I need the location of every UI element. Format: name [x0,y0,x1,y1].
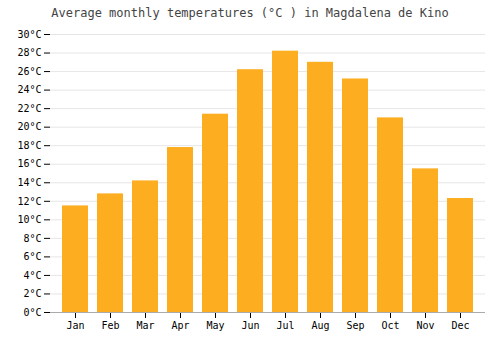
svg-text:18°C: 18°C [17,140,41,151]
svg-text:24°C: 24°C [17,84,41,95]
svg-text:14°C: 14°C [17,177,41,188]
svg-text:8°C: 8°C [23,233,41,244]
svg-text:10°C: 10°C [17,214,41,225]
svg-text:Mar: Mar [136,320,154,331]
svg-text:2°C: 2°C [23,288,41,299]
svg-text:16°C: 16°C [17,158,41,169]
svg-text:22°C: 22°C [17,103,41,114]
svg-text:26°C: 26°C [17,66,41,77]
svg-text:Feb: Feb [101,320,119,331]
svg-text:May: May [206,320,224,331]
svg-text:Jun: Jun [241,320,259,331]
html-text:Average monthly temperatures (: Average monthly temperatures (°C ) in Ma… [51,6,449,20]
svg-text:Sep: Sep [346,320,364,331]
svg-text:0°C: 0°C [23,307,41,318]
svg-text:Oct: Oct [381,320,399,331]
svg-text:28°C: 28°C [17,47,41,58]
svg-text:4°C: 4°C [23,270,41,281]
svg-text:30°C: 30°C [17,29,41,40]
svg-text:Nov: Nov [416,320,434,331]
svg-text:20°C: 20°C [17,121,41,132]
svg-text:6°C: 6°C [23,251,41,262]
svg-text:Apr: Apr [171,320,189,331]
svg-text:12°C: 12°C [17,196,41,207]
svg-text:Dec: Dec [451,320,469,331]
svg-text:Jan: Jan [66,320,84,331]
svg-text:Aug: Aug [311,320,329,331]
svg-text:Jul: Jul [276,320,294,331]
